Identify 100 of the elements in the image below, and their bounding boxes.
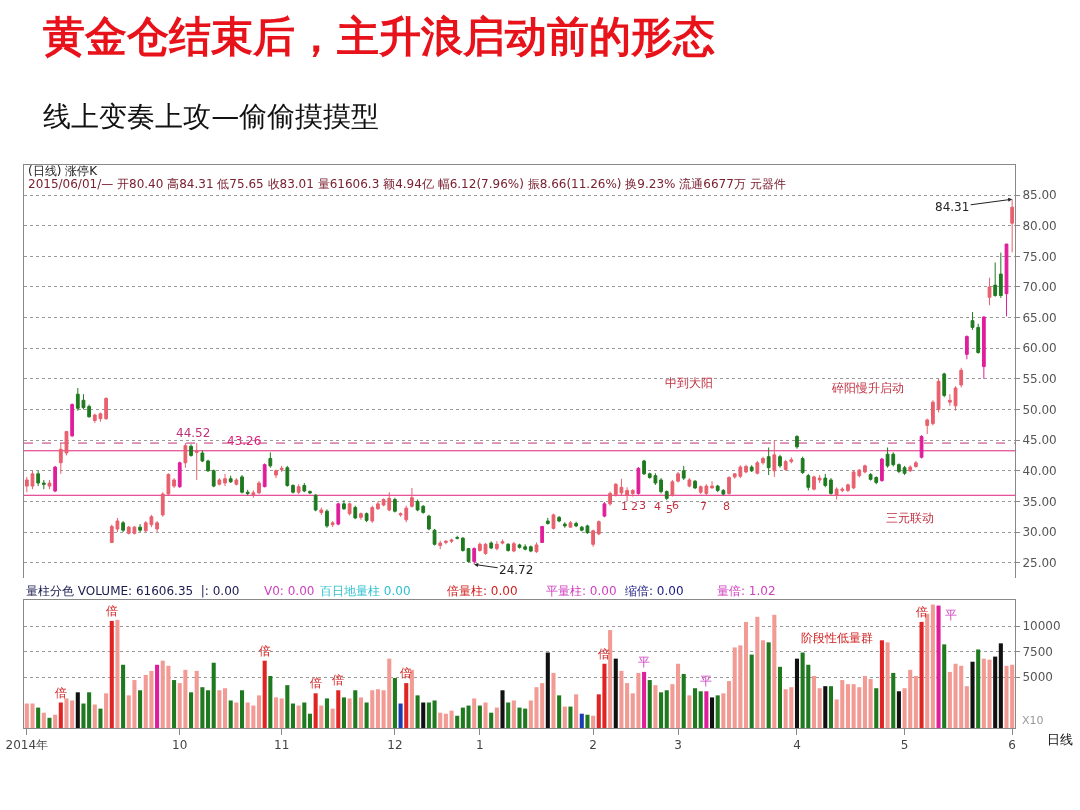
bar	[585, 714, 590, 728]
candlestick	[987, 277, 992, 306]
bar	[302, 702, 307, 728]
bar	[319, 705, 324, 728]
bar	[506, 702, 511, 728]
candlestick	[410, 487, 414, 509]
candlestick	[817, 474, 822, 484]
candlestick	[993, 261, 998, 298]
text: X10	[1022, 714, 1044, 727]
candlestick	[902, 465, 907, 476]
bar	[172, 680, 177, 728]
candlestick	[545, 517, 550, 526]
candlestick	[806, 473, 811, 491]
y-tick-label: 80.00	[1022, 218, 1057, 233]
candlestick	[347, 502, 352, 516]
text: V0: 0.00	[264, 584, 315, 598]
candlestick	[574, 521, 579, 528]
bar	[53, 714, 58, 728]
candlestick	[693, 479, 697, 490]
candlestick	[393, 497, 397, 513]
bar	[574, 694, 579, 728]
bar	[290, 703, 296, 728]
annotation: 三元联动	[886, 511, 934, 525]
bar	[104, 693, 109, 728]
bar	[234, 702, 239, 728]
candlestick	[460, 536, 465, 553]
bar	[449, 710, 454, 728]
bar	[460, 707, 465, 728]
bar	[828, 686, 833, 728]
candlestick	[795, 434, 799, 450]
bar	[375, 689, 380, 728]
y-tick-label: 75.00	[1022, 249, 1057, 264]
bar	[704, 691, 709, 728]
candlestick	[449, 538, 454, 544]
annotation: 24.72	[499, 563, 534, 577]
bar	[777, 666, 783, 728]
y-tick-label: 70.00	[1022, 280, 1057, 295]
bar	[296, 705, 301, 728]
candlestick	[642, 459, 646, 476]
bar	[698, 691, 703, 728]
candlestick	[914, 460, 918, 469]
bar	[443, 713, 448, 728]
bar	[811, 675, 817, 728]
candlestick	[829, 477, 833, 496]
candlestick	[557, 515, 562, 523]
bar	[500, 690, 505, 728]
annotation: 倍	[259, 644, 271, 658]
candlestick	[511, 541, 516, 553]
annotation: 84.31	[935, 200, 970, 214]
bar	[115, 619, 120, 728]
candlestick	[710, 480, 714, 490]
bar	[98, 708, 103, 728]
bar	[726, 681, 732, 728]
bar	[551, 672, 556, 728]
x-tick-label: 2014年	[5, 738, 49, 753]
bar	[613, 658, 618, 728]
bar	[930, 604, 935, 728]
candlestick	[602, 501, 607, 518]
candlestick	[947, 393, 952, 407]
text: 量柱分色 VOLUME: 61606.35 |: 0.00	[26, 584, 240, 598]
bar	[845, 684, 850, 728]
bar	[913, 675, 918, 728]
bar	[625, 683, 630, 728]
bar	[715, 695, 720, 728]
annotation: 2015/06/01/— 开80.40 高84.31 低75.65 收83.01 量61606.3 额4.94亿 幅6.12(7.96%) 振8.66(11.26%) 换9.23% 流通6677万 元器件	[28, 177, 786, 191]
bar	[324, 698, 329, 728]
candlestick	[53, 465, 58, 493]
annotation: 平	[638, 655, 650, 669]
bar	[75, 692, 80, 728]
candlestick	[812, 475, 816, 491]
candlestick	[342, 499, 346, 511]
annotation: 倍	[598, 647, 610, 661]
candlestick	[919, 434, 924, 460]
candlestick	[313, 493, 318, 512]
candlestick	[687, 477, 692, 488]
y-tick-label: 85.00	[1022, 188, 1057, 203]
candlestick	[931, 399, 935, 426]
candlestick	[285, 465, 290, 488]
y-tick-label: 60.00	[1022, 341, 1057, 356]
candlestick	[489, 540, 494, 550]
annotation: 5	[666, 503, 673, 516]
bar	[211, 662, 216, 728]
bar	[138, 690, 143, 728]
candlestick	[104, 396, 108, 421]
candlestick	[766, 446, 771, 476]
candlestick	[353, 505, 358, 520]
bar	[653, 685, 658, 728]
candlestick	[494, 540, 499, 551]
candlestick	[670, 479, 675, 497]
bar	[885, 642, 890, 728]
bar	[404, 683, 409, 728]
candlestick	[534, 541, 539, 554]
bar	[919, 621, 924, 728]
bar	[222, 688, 228, 728]
candlestick	[528, 545, 533, 553]
y-tick-label: 45.00	[1022, 433, 1057, 448]
candlestick	[908, 464, 913, 473]
bar	[874, 688, 879, 728]
bar	[489, 712, 494, 728]
text: 日线	[1047, 732, 1073, 747]
